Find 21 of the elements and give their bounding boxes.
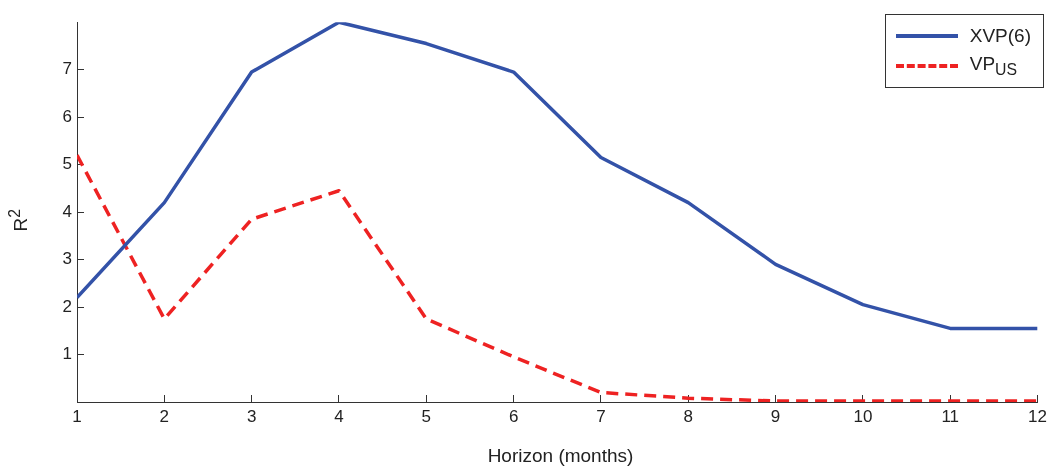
y-tick-label: 7: [62, 59, 72, 79]
x-tick-label: 12: [1028, 406, 1048, 426]
legend-label: XVP(6): [969, 25, 1031, 47]
x-tick-label: 3: [246, 406, 257, 426]
y-tick-label: 6: [62, 106, 72, 126]
x-tick-label: 9: [770, 406, 781, 426]
x-axis-title: Horizon (months): [486, 445, 635, 467]
x-tick-label: 10: [853, 406, 873, 426]
y-tick-label: 1: [62, 344, 72, 364]
x-tick-label: 6: [508, 406, 519, 426]
y-tick-label: 4: [62, 201, 72, 221]
x-tick-label: 4: [334, 406, 344, 426]
legend-label: VP$_{US}$: [969, 53, 1018, 79]
x-tick-label: 2: [159, 406, 170, 426]
y-tick-label: 3: [62, 249, 72, 269]
x-tick-label: 7: [596, 406, 606, 426]
y-tick-label: 5: [62, 154, 72, 174]
x-tick-label: 8: [683, 406, 693, 426]
y-tick-label: 2: [62, 296, 72, 316]
x-tick-label: 11: [941, 406, 960, 426]
x-tick-label: 5: [421, 406, 432, 426]
